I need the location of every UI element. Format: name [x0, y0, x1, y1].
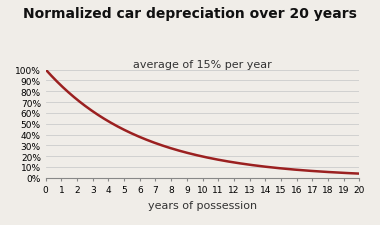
Text: Normalized car depreciation over 20 years: Normalized car depreciation over 20 year…	[23, 7, 357, 21]
X-axis label: years of possession: years of possession	[148, 200, 257, 210]
Title: average of 15% per year: average of 15% per year	[133, 60, 272, 70]
